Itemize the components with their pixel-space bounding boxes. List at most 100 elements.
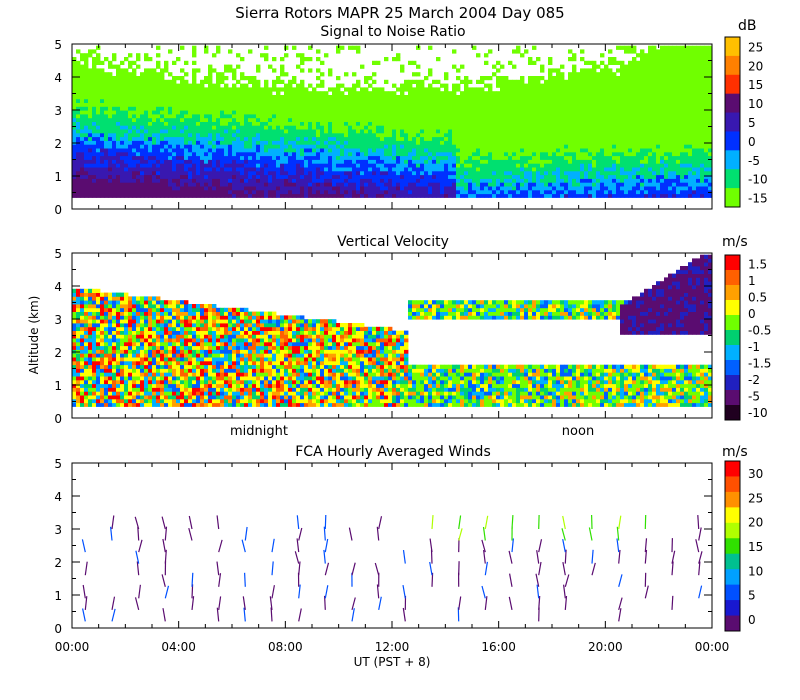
heatmap-cell [632, 125, 637, 130]
heatmap-cell [520, 87, 525, 92]
heatmap-cell [256, 174, 261, 179]
heatmap-cell [480, 117, 485, 122]
heatmap-cell [376, 121, 381, 126]
heatmap-cell [548, 91, 553, 96]
heatmap-cell [440, 121, 445, 126]
heatmap-cell [208, 144, 213, 149]
heatmap-cell [532, 148, 537, 153]
heatmap-cell [568, 170, 573, 176]
heatmap-cell [288, 129, 293, 134]
heatmap-cell [668, 53, 673, 58]
heatmap-cell [80, 186, 85, 191]
heatmap-cell [152, 170, 157, 176]
heatmap-cell [292, 114, 297, 119]
heatmap-cell [436, 155, 441, 160]
heatmap-cell [236, 186, 241, 191]
heatmap-cell [80, 76, 85, 81]
heatmap-cell [168, 98, 173, 103]
heatmap-cell [572, 178, 577, 183]
heatmap-cell [368, 163, 373, 168]
heatmap-cell [428, 87, 433, 92]
heatmap-cell [336, 189, 341, 195]
heatmap-cell [180, 87, 185, 92]
heatmap-cell [100, 117, 105, 122]
heatmap-cell [652, 182, 657, 187]
heatmap-cell [180, 91, 185, 96]
heatmap-cell [620, 148, 625, 153]
heatmap-cell [656, 155, 661, 160]
heatmap-cell [520, 53, 525, 58]
heatmap-cell [364, 174, 369, 179]
heatmap-cell [176, 186, 181, 191]
heatmap-cell [592, 87, 597, 92]
heatmap-cell [92, 125, 97, 130]
heatmap-cell [296, 132, 301, 138]
heatmap-cell [508, 102, 513, 107]
heatmap-cell [424, 182, 429, 187]
heatmap-cell [592, 83, 597, 88]
heatmap-cell [184, 114, 189, 119]
heatmap-cell [376, 167, 381, 172]
heatmap-cell [484, 53, 489, 58]
heatmap-cell [660, 95, 665, 100]
heatmap-cell [272, 167, 277, 172]
heatmap-cell [504, 167, 509, 172]
heatmap-cell [92, 178, 97, 183]
heatmap-cell [72, 125, 77, 130]
heatmap-cell [216, 178, 221, 183]
heatmap-cell [76, 60, 81, 65]
heatmap-cell [528, 136, 533, 141]
heatmap-cell [144, 87, 149, 92]
heatmap-cell [616, 76, 621, 81]
heatmap-cell [608, 170, 613, 176]
heatmap-cell [644, 136, 649, 141]
heatmap-cell [552, 87, 557, 92]
heatmap-cell [596, 87, 601, 92]
heatmap-cell [464, 182, 469, 187]
heatmap-cell [76, 193, 81, 198]
heatmap-cell [300, 91, 305, 96]
heatmap-cell [116, 91, 121, 96]
heatmap-cell [368, 121, 373, 126]
heatmap-cell [468, 114, 473, 119]
heatmap-cell [272, 57, 277, 62]
heatmap-cell [232, 163, 237, 168]
heatmap-cell [648, 140, 653, 145]
heatmap-cell [240, 102, 245, 107]
heatmap-cell [468, 110, 473, 115]
heatmap-cell [312, 155, 317, 160]
heatmap-cell [528, 144, 533, 149]
heatmap-cell [572, 151, 577, 157]
heatmap-cell [592, 159, 597, 164]
heatmap-cell [84, 95, 89, 100]
heatmap-cell [516, 167, 521, 172]
heatmap-cell [540, 83, 545, 88]
heatmap-cell [392, 159, 397, 164]
heatmap-cell [336, 110, 341, 115]
heatmap-cell [672, 189, 677, 195]
heatmap-cell [260, 144, 265, 149]
heatmap-cell [300, 167, 305, 172]
heatmap-cell [144, 144, 149, 149]
heatmap-cell [260, 91, 265, 96]
heatmap-cell [152, 132, 157, 138]
heatmap-cell [404, 174, 409, 179]
heatmap-cell [260, 95, 265, 100]
heatmap-cell [188, 186, 193, 191]
heatmap-cell [296, 155, 301, 160]
heatmap-cell [344, 95, 349, 100]
heatmap-cell [548, 170, 553, 176]
heatmap-cell [116, 178, 121, 183]
heatmap-cell [652, 53, 657, 58]
heatmap-cell [324, 144, 329, 149]
heatmap-cell [484, 60, 489, 65]
heatmap-cell [120, 106, 125, 111]
heatmap-cell [84, 167, 89, 172]
heatmap-cell [280, 178, 285, 183]
heatmap-cell [620, 79, 625, 84]
heatmap-cell [372, 98, 377, 103]
heatmap-cell [520, 136, 525, 141]
heatmap-cell [80, 83, 85, 88]
heatmap-cell [84, 53, 89, 58]
heatmap-cell [576, 186, 581, 191]
